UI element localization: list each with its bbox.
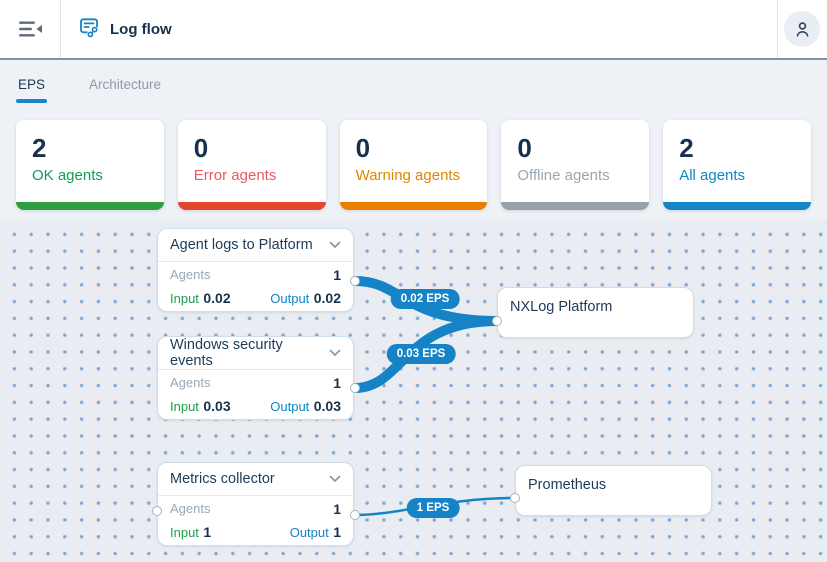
output-value: 1 <box>333 523 341 540</box>
port-prometheus-input[interactable] <box>510 493 520 503</box>
node-title: Prometheus <box>528 477 607 493</box>
stat-accent-bar <box>339 202 488 210</box>
input-value: 1 <box>203 523 212 540</box>
stat-card-error-agents: 0 Error agents <box>177 120 326 210</box>
input-label: Input <box>170 398 199 414</box>
node-title: Agent logs to Platform <box>170 237 313 253</box>
flow-node-nxlog-platform[interactable]: NXLog Platform <box>497 287 694 338</box>
stat-label: Offline agents <box>517 167 610 184</box>
stat-card-warning-agents: 0 Warning agents <box>339 120 488 210</box>
input-value: 0.03 <box>203 397 231 414</box>
stat-label: All agents <box>679 167 746 184</box>
log-flow-icon <box>78 16 100 43</box>
flow-node-windows-security-events[interactable]: Windows security events Agents 1 Input 0… <box>157 336 354 420</box>
node-title: Windows security events <box>170 337 283 369</box>
tab-bar: EPS Architecture <box>0 60 827 108</box>
output-value: 0.03 <box>313 397 341 414</box>
user-icon <box>796 21 808 37</box>
agents-label: Agents <box>170 375 211 390</box>
agents-value: 1 <box>333 266 341 283</box>
output-value: 0.02 <box>313 289 341 306</box>
tab-architecture[interactable]: Architecture <box>87 60 163 108</box>
edge-label-1-eps: 1 EPS <box>406 498 460 518</box>
stat-card-offline-agents: 0 Offline agents <box>501 120 650 210</box>
user-menu-button[interactable] <box>784 11 820 47</box>
chevron-down-icon[interactable] <box>329 349 341 357</box>
edge-label-0-03-eps: 0.03 EPS <box>386 344 456 364</box>
top-bar: Log flow <box>0 0 827 60</box>
header-divider-left <box>60 0 61 58</box>
stat-value: 0 <box>193 133 209 163</box>
output-label: Output <box>289 524 329 540</box>
sidebar-collapse-icon <box>18 21 42 37</box>
input-label: Input <box>170 524 199 540</box>
agents-value: 1 <box>333 374 341 391</box>
port-nxlog-platform-input[interactable] <box>492 316 502 326</box>
stats-row: 2 OK agents 0 Error agents 0 Warning age… <box>0 108 827 220</box>
flow-node-metrics-collector[interactable]: Metrics collector Agents 1 Input 1 Outpu… <box>157 462 354 546</box>
input-label: Input <box>170 290 199 306</box>
flow-node-prometheus[interactable]: Prometheus <box>515 465 712 516</box>
active-tab-underline <box>16 99 48 103</box>
stat-accent-bar <box>501 202 650 210</box>
port-metrics-input[interactable] <box>152 506 162 516</box>
output-label: Output <box>270 290 310 306</box>
agents-label: Agents <box>170 267 211 282</box>
stat-value: 0 <box>517 133 532 163</box>
tab-eps-label: EPS <box>18 76 46 92</box>
node-title: NXLog Platform <box>510 299 613 315</box>
page-title: Log flow <box>110 20 172 38</box>
agents-value: 1 <box>333 500 341 517</box>
flow-node-agent-logs-to-platform[interactable]: Agent logs to Platform Agents 1 Input 0.… <box>157 228 354 312</box>
stat-card-all-agents: 2 All agents <box>663 120 811 210</box>
stat-label: Error agents <box>193 167 277 184</box>
header-divider-right <box>777 0 778 58</box>
stat-accent-bar <box>16 202 164 210</box>
stat-value: 2 <box>679 133 694 163</box>
stat-value: 0 <box>355 133 371 163</box>
sidebar-toggle-button[interactable] <box>0 0 60 58</box>
output-label: Output <box>270 398 310 414</box>
node-title: Metrics collector <box>170 471 275 487</box>
stat-label: Warning agents <box>355 167 461 184</box>
input-value: 0.02 <box>203 289 231 306</box>
agents-label: Agents <box>170 501 211 516</box>
port-windows-events-output[interactable] <box>350 383 360 393</box>
stat-accent-bar <box>663 202 811 210</box>
chevron-down-icon[interactable] <box>329 241 341 249</box>
tab-architecture-label: Architecture <box>89 76 162 92</box>
stat-accent-bar <box>177 202 326 210</box>
edge-label-0-02-eps: 0.02 EPS <box>390 289 460 309</box>
stat-label: OK agents <box>32 167 103 184</box>
chevron-down-icon[interactable] <box>329 475 341 483</box>
flow-canvas[interactable]: Agent logs to Platform Agents 1 Input 0.… <box>0 220 827 562</box>
tab-eps[interactable]: EPS <box>16 60 48 108</box>
port-metrics-output[interactable] <box>350 510 360 520</box>
port-agent-logs-output[interactable] <box>350 276 360 286</box>
stat-value: 2 <box>32 133 47 163</box>
stat-card-ok-agents: 2 OK agents <box>16 120 164 210</box>
